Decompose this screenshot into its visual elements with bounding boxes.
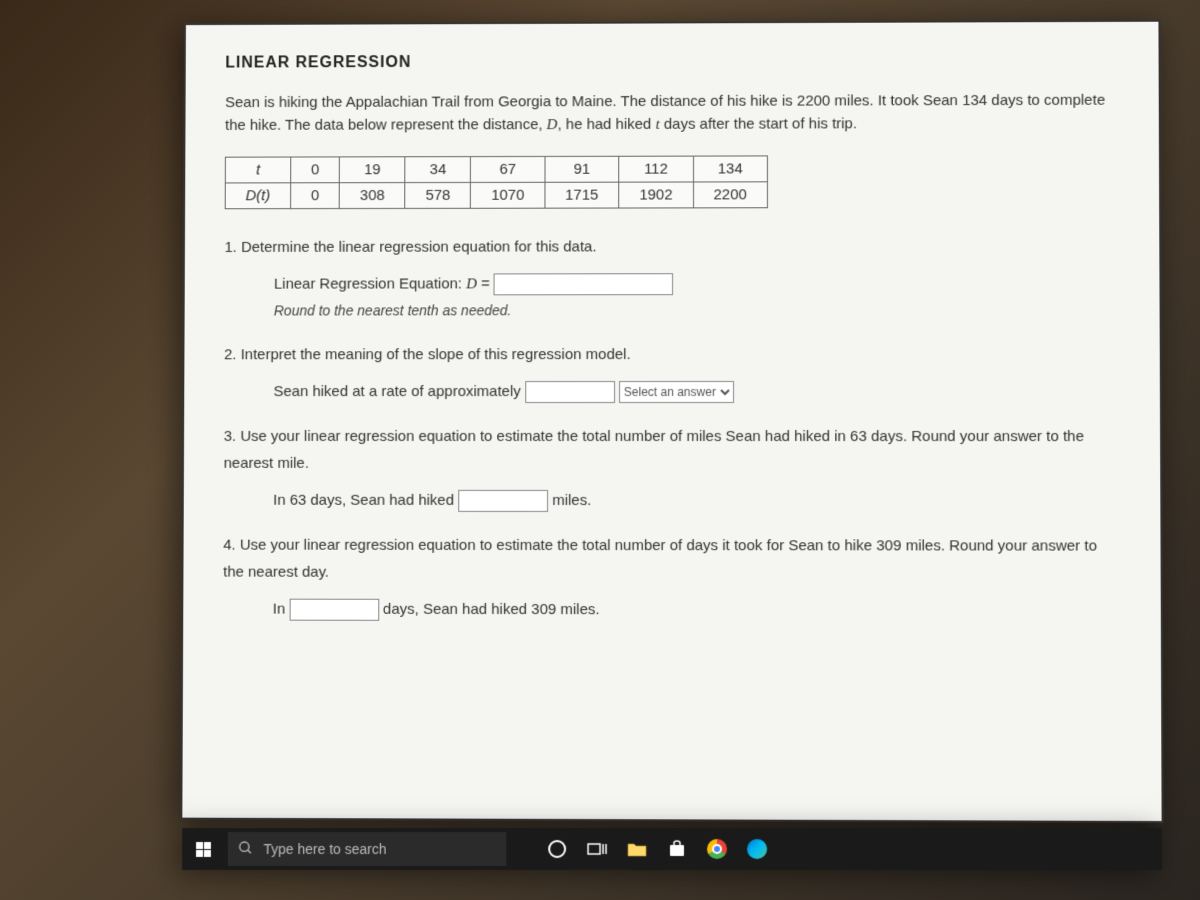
q4-suffix: days, Sean had hiked 309 miles.	[383, 601, 599, 618]
taskbar-search[interactable]: Type here to search	[228, 832, 507, 866]
table-row: t 0 19 34 67 91 112 134	[225, 156, 767, 183]
q2-rate-input[interactable]	[525, 381, 615, 403]
question-4: 4. Use your linear regression equation t…	[223, 532, 1120, 624]
data-table: t 0 19 34 67 91 112 134 D(t) 0 308 578 1…	[225, 155, 768, 209]
d-cell: 0	[291, 183, 340, 209]
t-cell: 34	[405, 157, 471, 183]
task-view-icon[interactable]	[586, 838, 608, 860]
taskbar: Type here to search	[182, 828, 1162, 870]
windows-icon	[196, 842, 211, 857]
t-cell: 67	[471, 156, 545, 182]
q3-prefix: In 63 days, Sean had hiked	[273, 492, 454, 509]
q3-miles-input[interactable]	[458, 490, 548, 512]
t-label: t	[225, 157, 290, 183]
problem-intro: Sean is hiking the Appalachian Trail fro…	[225, 90, 1119, 137]
question-2: 2. Interpret the meaning of the slope of…	[224, 341, 1120, 405]
q2-text: 2. Interpret the meaning of the slope of…	[224, 346, 631, 363]
start-button[interactable]	[182, 828, 224, 870]
d-cell: 1715	[545, 182, 619, 208]
cortana-icon[interactable]	[546, 838, 568, 860]
t-cell: 91	[545, 156, 619, 182]
d-label: D(t)	[225, 183, 290, 209]
store-icon[interactable]	[666, 838, 688, 860]
explorer-icon[interactable]	[626, 838, 648, 860]
t-cell: 134	[693, 156, 767, 182]
q3-suffix: miles.	[552, 492, 591, 509]
question-3: 3. Use your linear regression equation t…	[223, 423, 1120, 514]
t-cell: 112	[619, 156, 693, 182]
q2-prefix: Sean hiked at a rate of approximately	[274, 383, 521, 400]
q1-note: Round to the nearest tenth as needed.	[274, 298, 1120, 324]
q1-equation-input[interactable]	[494, 273, 674, 295]
q1-text: 1. Determine the linear regression equat…	[225, 238, 597, 255]
d-cell: 1070	[471, 182, 545, 208]
table-row: D(t) 0 308 578 1070 1715 1902 2200	[225, 182, 767, 209]
search-icon	[238, 840, 254, 859]
d-cell: 308	[340, 183, 406, 209]
d-cell: 2200	[693, 182, 767, 208]
q1-label: Linear Regression Equation: D =	[274, 275, 490, 292]
question-1: 1. Determine the linear regression equat…	[224, 233, 1119, 324]
edge-icon[interactable]	[746, 838, 768, 860]
content-panel: LINEAR REGRESSION Sean is hiking the App…	[180, 20, 1163, 823]
t-cell: 19	[340, 157, 406, 183]
search-placeholder: Type here to search	[263, 841, 386, 857]
q2-unit-select[interactable]: Select an answer	[619, 381, 734, 403]
d-cell: 1902	[619, 182, 693, 208]
t-cell: 0	[291, 157, 340, 183]
d-cell: 578	[405, 182, 471, 208]
section-title: LINEAR REGRESSION	[225, 52, 1118, 73]
q4-text: 4. Use your linear regression equation t…	[223, 537, 1097, 581]
q4-prefix: In	[273, 601, 286, 618]
chrome-icon[interactable]	[706, 838, 728, 860]
q4-days-input[interactable]	[289, 599, 379, 621]
taskbar-icons	[546, 838, 768, 860]
q3-text: 3. Use your linear regression equation t…	[224, 428, 1084, 472]
